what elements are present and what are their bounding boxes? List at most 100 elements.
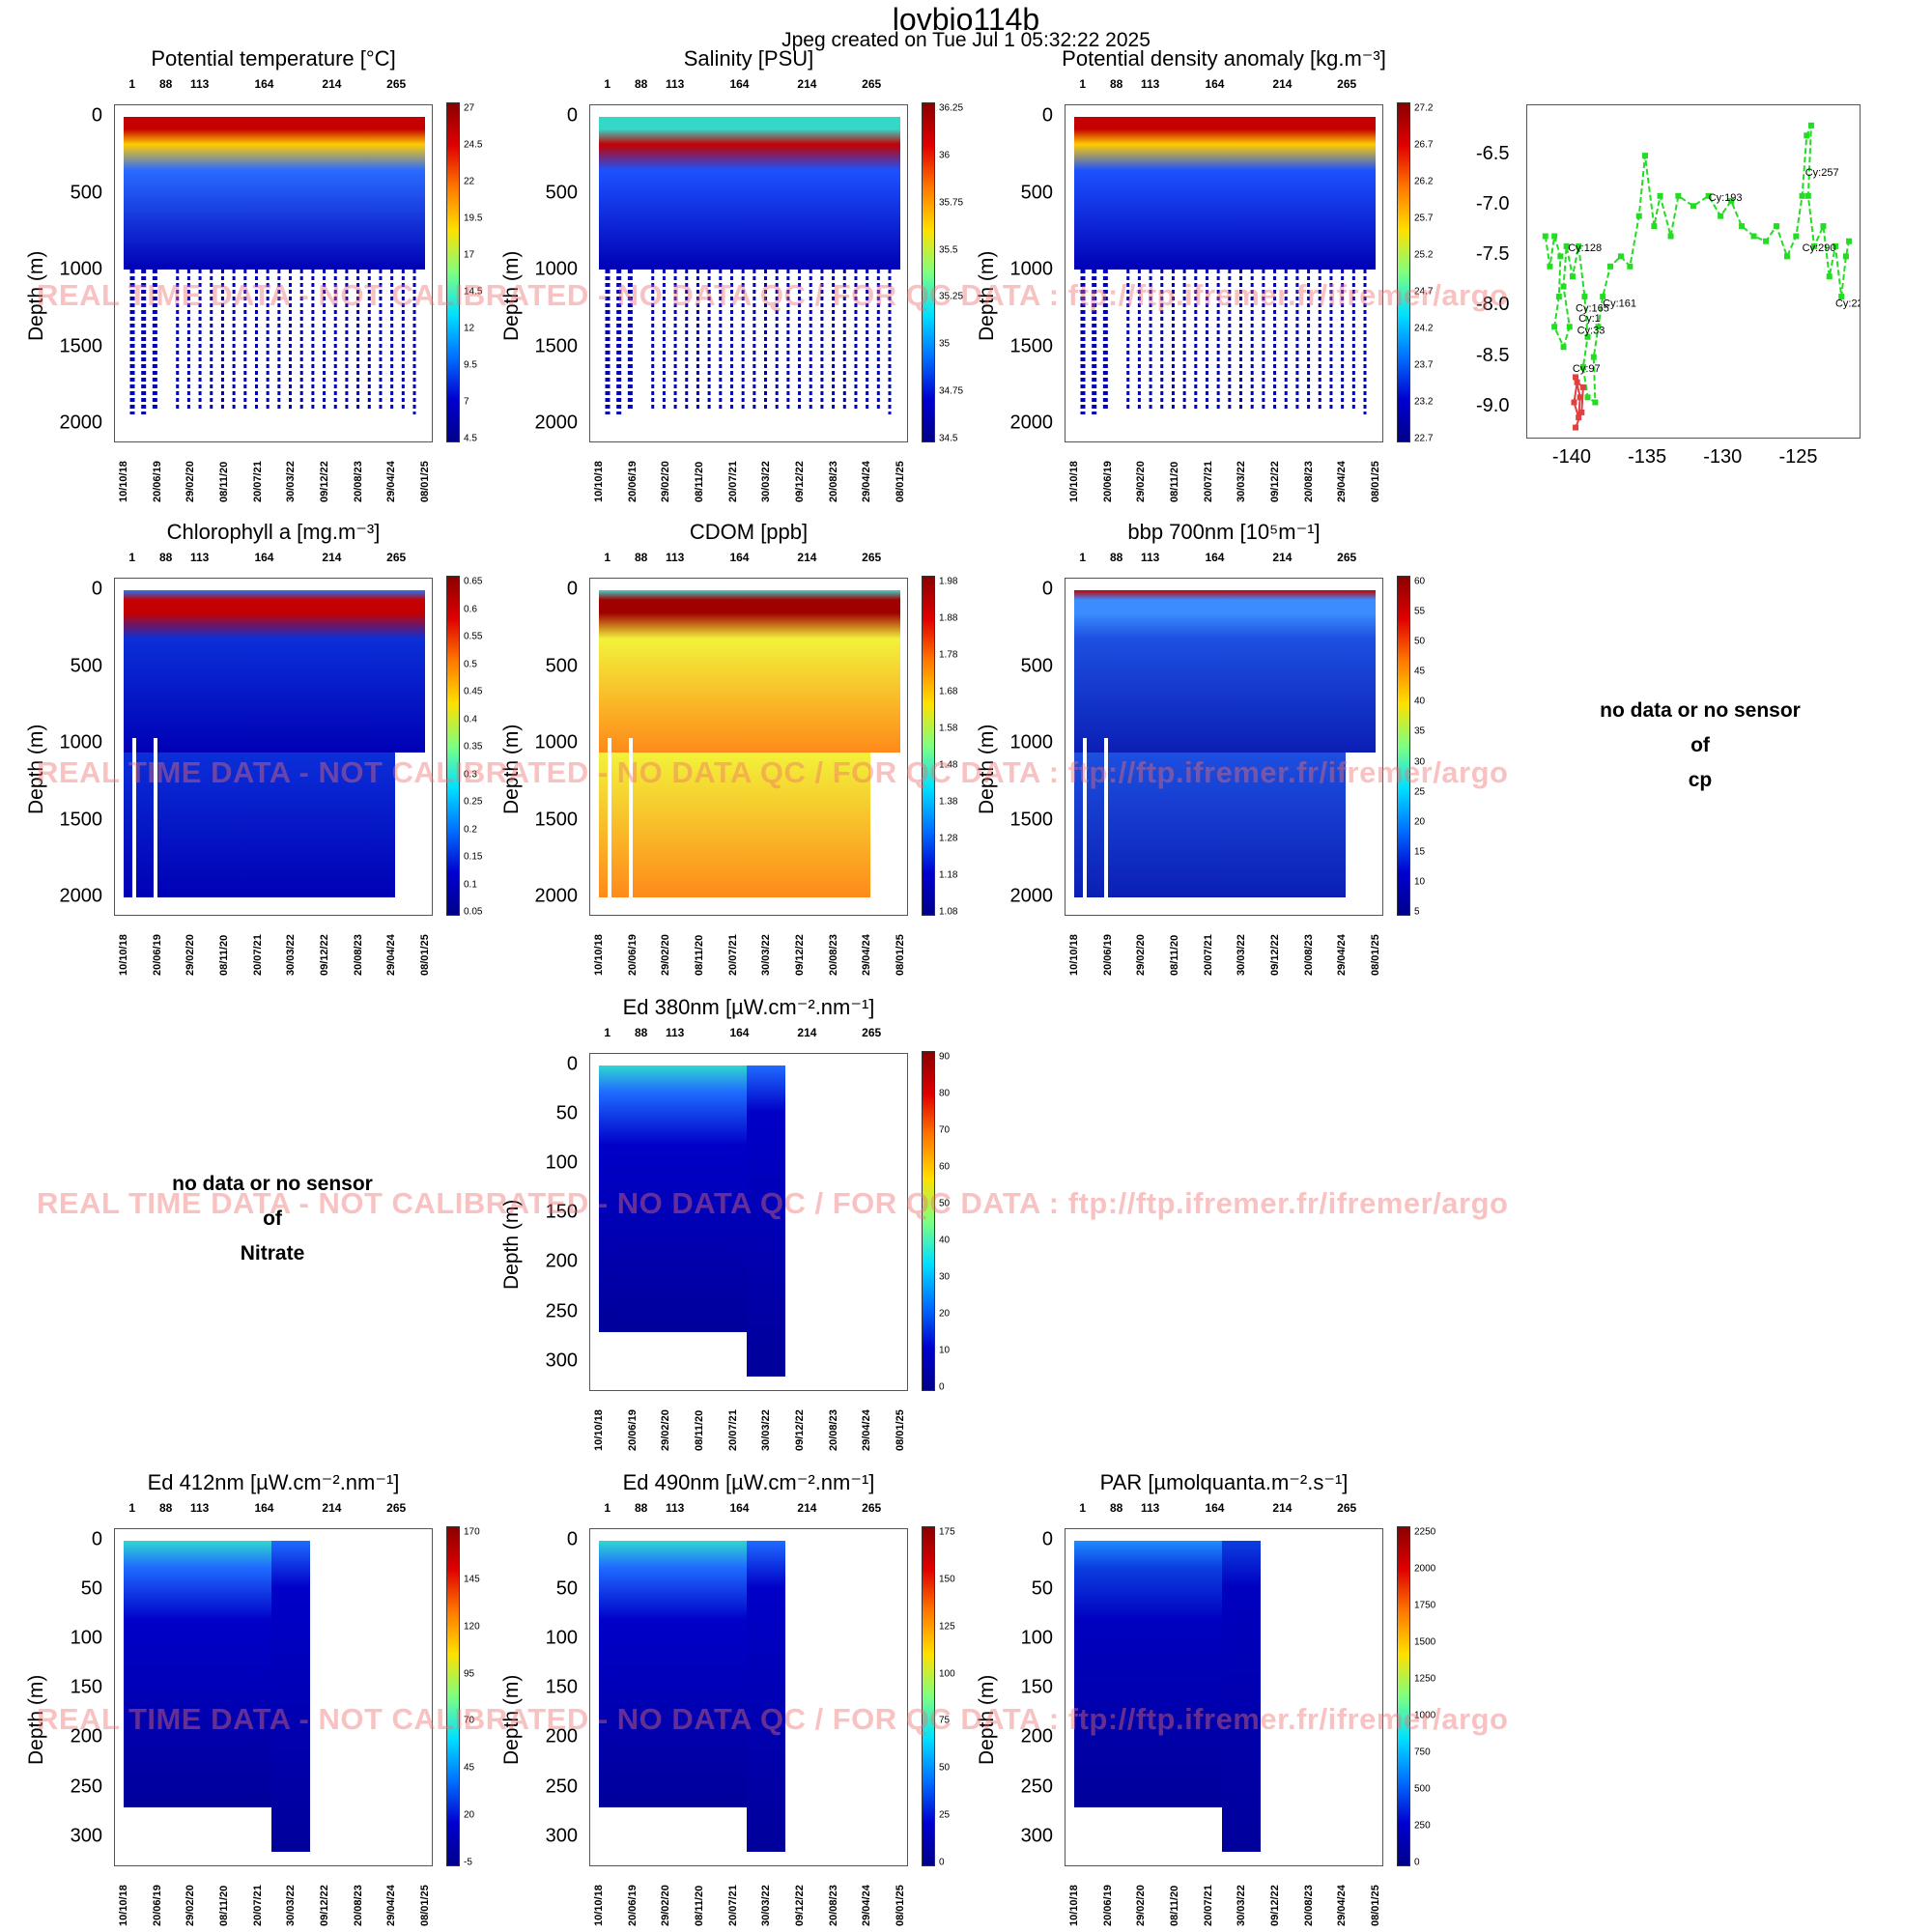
colorbar-tick: 0.2 bbox=[464, 824, 477, 835]
colorbar-tick: 25 bbox=[1414, 786, 1426, 798]
cycle-label: 265 bbox=[862, 1501, 882, 1515]
x-date-label: 08/11/20 bbox=[694, 1885, 705, 1926]
ytick-label: 0 bbox=[1041, 578, 1053, 600]
colorbar-tick: 25 bbox=[939, 1809, 951, 1821]
y-axis-label-dens: Depth (m) bbox=[976, 250, 998, 341]
x-date-label: 08/11/20 bbox=[218, 461, 230, 502]
deep-profiles-dens bbox=[1080, 270, 1367, 414]
ytick-label: 1500 bbox=[59, 809, 103, 830]
trajectory-point bbox=[1547, 263, 1553, 270]
colorbar-tick: 70 bbox=[939, 1124, 951, 1136]
x-date-label: 09/12/22 bbox=[794, 934, 806, 976]
ytick-label: 1000 bbox=[59, 731, 103, 753]
cycle-label: 88 bbox=[635, 77, 648, 91]
colorbar-tick: 55 bbox=[1414, 606, 1426, 617]
y-axis-label-ed412: Depth (m) bbox=[25, 1674, 47, 1765]
cycle-label: 1 bbox=[604, 1026, 611, 1039]
colorbar-tick: 30 bbox=[1414, 756, 1426, 768]
x-date-label: 08/11/20 bbox=[218, 934, 230, 976]
trajectory-point bbox=[1551, 324, 1558, 330]
colorbar-tick: 1.98 bbox=[939, 576, 958, 587]
panel-title-ed490: Ed 490nm [µW.cm⁻².nm⁻¹] bbox=[622, 1470, 875, 1494]
colorbar-tick: 40 bbox=[939, 1235, 951, 1246]
trajectory-point bbox=[1657, 192, 1663, 199]
colorbar-tick: 34.75 bbox=[939, 385, 964, 397]
x-date-label: 30/03/22 bbox=[285, 461, 298, 502]
ytick-label: 0 bbox=[1041, 104, 1053, 127]
cycle-label: 214 bbox=[322, 1501, 342, 1515]
x-date-label: 29/04/24 bbox=[1336, 461, 1349, 502]
gap-stripe bbox=[154, 738, 158, 902]
cycle-annotation: Cy:257 bbox=[1805, 167, 1839, 179]
cycle-label: 1 bbox=[128, 77, 136, 91]
cycle-label: 88 bbox=[1110, 77, 1123, 91]
cycle-label: 88 bbox=[1110, 1501, 1123, 1515]
ytick-label: 300 bbox=[1020, 1825, 1053, 1847]
cycle-label: 1 bbox=[1079, 1501, 1087, 1515]
colorbar-tick: 0.1 bbox=[464, 879, 477, 890]
colorbar-tick: 24.7 bbox=[1414, 286, 1434, 298]
cycle-label: 214 bbox=[797, 1026, 817, 1039]
y-axis-label-ed380: Depth (m) bbox=[500, 1199, 523, 1290]
colorbar-chla bbox=[446, 576, 460, 916]
x-date-label: 29/04/24 bbox=[1336, 934, 1349, 976]
ytick-label: 2000 bbox=[534, 412, 579, 434]
trajectory-point bbox=[1774, 223, 1779, 230]
trajectory-point bbox=[1842, 253, 1849, 260]
ytick-label: 0 bbox=[1041, 1528, 1053, 1550]
trajectory-point bbox=[1542, 233, 1548, 240]
trajectory-xtick: -135 bbox=[1628, 446, 1667, 468]
colorbar-tick: 35 bbox=[939, 338, 951, 350]
cycle-label: 214 bbox=[1272, 77, 1293, 91]
ytick-label: 150 bbox=[1020, 1676, 1053, 1698]
colorbar-tick: 30 bbox=[939, 1271, 951, 1283]
trajectory-point bbox=[1793, 233, 1800, 240]
gap-stripe bbox=[608, 738, 612, 902]
trajectory-point bbox=[1563, 242, 1570, 249]
x-date-label: 10/10/18 bbox=[593, 1409, 605, 1451]
ytick-label: 150 bbox=[70, 1676, 102, 1698]
colorbar-tick: 40 bbox=[1414, 696, 1426, 707]
x-date-label: 09/12/22 bbox=[794, 461, 806, 502]
trajectory-point bbox=[1804, 132, 1810, 139]
colorbar-tick: 500 bbox=[1414, 1783, 1431, 1795]
x-date-label: 08/01/25 bbox=[1370, 934, 1381, 976]
trajectory-point bbox=[1763, 238, 1770, 244]
trajectory-point bbox=[1705, 192, 1712, 199]
cycle-label: 164 bbox=[729, 1501, 750, 1515]
trajectory-point bbox=[1579, 384, 1586, 390]
ytick-label: 500 bbox=[545, 655, 578, 676]
cycle-label: 164 bbox=[254, 77, 274, 91]
cycle-label: 113 bbox=[1140, 77, 1160, 91]
colorbar-tick: 1.78 bbox=[939, 649, 958, 661]
trajectory-ytick: -7.0 bbox=[1476, 193, 1510, 215]
colorbar-tick: 1500 bbox=[1414, 1636, 1436, 1648]
x-date-label: 30/03/22 bbox=[285, 1885, 298, 1926]
panel-title-temp: Potential temperature [°C] bbox=[151, 46, 396, 71]
ytick-label: 250 bbox=[1020, 1776, 1053, 1798]
ytick-label: 50 bbox=[1031, 1577, 1053, 1600]
ytick-label: 1000 bbox=[1009, 258, 1054, 280]
colorbar-tick: 0.35 bbox=[464, 741, 483, 753]
colorbar-tick: 23.2 bbox=[1414, 396, 1434, 408]
x-date-label: 29/02/20 bbox=[660, 1885, 672, 1926]
x-date-label: 08/11/20 bbox=[1169, 1885, 1180, 1926]
field-cdom bbox=[599, 590, 900, 753]
x-date-label: 29/02/20 bbox=[185, 1885, 197, 1926]
ytick-label: 1000 bbox=[534, 258, 579, 280]
x-date-label: 20/07/21 bbox=[251, 934, 264, 976]
ytick-label: 500 bbox=[70, 655, 102, 676]
x-date-label: 10/10/18 bbox=[118, 1885, 129, 1926]
y-axis-label-temp: Depth (m) bbox=[25, 250, 47, 341]
ytick-label: 250 bbox=[545, 1776, 578, 1798]
nodata-nitrate-line2: of bbox=[263, 1208, 282, 1230]
ytick-label: 2000 bbox=[1009, 885, 1054, 907]
cycle-label: 164 bbox=[254, 551, 274, 564]
field-tail-ed490 bbox=[746, 1541, 786, 1852]
ytick-label: 50 bbox=[555, 1577, 578, 1600]
cycle-label: 164 bbox=[1205, 551, 1225, 564]
ytick-label: 500 bbox=[1020, 182, 1053, 203]
trajectory-point bbox=[1641, 153, 1648, 159]
cycle-label: 1 bbox=[128, 1501, 136, 1515]
colorbar-tick: 50 bbox=[1414, 636, 1426, 647]
